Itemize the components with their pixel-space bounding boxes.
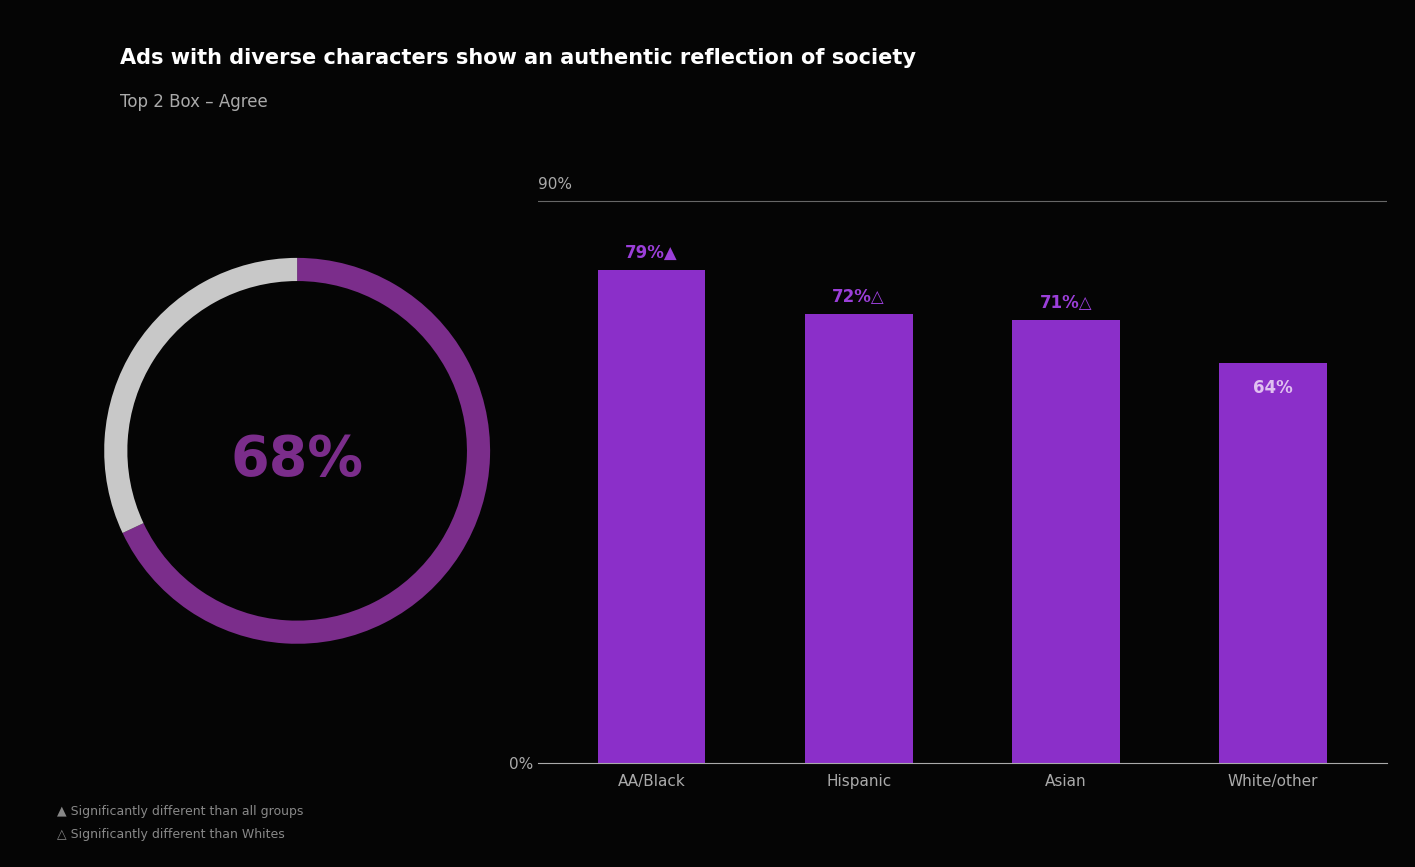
Wedge shape [123, 257, 490, 644]
Bar [597, 270, 706, 763]
Text: 68%: 68% [231, 434, 364, 487]
Text: 79%▲: 79%▲ [625, 244, 678, 263]
Text: ▲ Significantly different than all groups: ▲ Significantly different than all group… [57, 805, 303, 818]
Bar [805, 314, 913, 763]
Text: △ Significantly different than Whites: △ Significantly different than Whites [57, 828, 284, 841]
Wedge shape [105, 257, 297, 533]
Text: Top 2 Box – Agree: Top 2 Box – Agree [120, 93, 267, 111]
Text: 64%: 64% [1252, 379, 1293, 397]
Text: 90%: 90% [538, 177, 572, 192]
Text: 71%△: 71%△ [1040, 294, 1092, 312]
Text: 72%△: 72%△ [832, 288, 884, 306]
Text: Ads with diverse characters show an authentic reflection of society: Ads with diverse characters show an auth… [120, 48, 917, 68]
Bar [1218, 363, 1327, 763]
Bar [1012, 320, 1119, 763]
